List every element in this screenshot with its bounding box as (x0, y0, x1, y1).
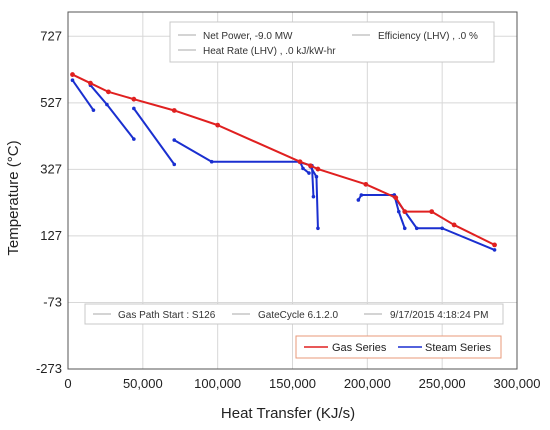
steam-series-point (301, 166, 305, 171)
footer-box-frame (84, 303, 504, 325)
gas-series-point (215, 122, 221, 128)
x-tick-label: 200,000 (344, 376, 391, 391)
steam-series-point (492, 248, 497, 252)
steam-series-point (414, 226, 419, 231)
gas-series-point (492, 242, 497, 248)
heat-rate-text: Heat Rate (LHV) , .0 kJ/kW-hr (203, 46, 336, 57)
steam-series-point (440, 226, 444, 231)
steam-series-point (316, 226, 320, 231)
x-tick-label: 50,000 (123, 376, 163, 391)
y-tick-label: 127 (40, 228, 62, 243)
y-tick-label: -273 (36, 361, 62, 376)
info-box: Net Power, -9.0 MW Efficiency (LHV) , .0… (169, 21, 495, 63)
steam-series-point (314, 174, 319, 179)
footer-box: Gas Path Start : S126 GateCycle 6.1.2.0 … (84, 303, 504, 325)
steam-series-line (71, 79, 95, 111)
gas-series-point (70, 72, 75, 77)
legend: Gas Series Steam Series (295, 335, 502, 359)
legend-gas-label: Gas Series (332, 342, 387, 354)
x-tick-label: 100,000 (194, 376, 241, 391)
timestamp-text: 9/17/2015 4:18:24 PM (390, 310, 488, 321)
gas-series-point (106, 89, 111, 95)
x-tick-label: 0 (64, 376, 71, 391)
steam-series-point (172, 162, 177, 167)
gas-series-point (363, 181, 369, 187)
steam-series-point (402, 226, 407, 231)
steam-series-point (356, 198, 361, 202)
steam-series-point (396, 209, 401, 214)
steam-series-line (393, 196, 495, 251)
tick-labels: 0 50,000 100,000 150,000 200,000 250,000 300,0… (36, 28, 541, 391)
gas-series-point (308, 163, 313, 169)
steam-series-point (91, 108, 96, 112)
y-tick-label: -73 (43, 294, 62, 309)
steam-series-point (172, 138, 177, 142)
steam-series-point (209, 159, 214, 164)
steam-series-point (311, 194, 316, 199)
steam-series-point (359, 193, 364, 197)
steam-series-point (307, 171, 311, 175)
info-box-frame (169, 21, 495, 63)
gas-series-point (393, 195, 399, 201)
steam-series-point (105, 102, 109, 107)
steam-series-point (132, 106, 136, 111)
series-layer (70, 72, 497, 252)
y-tick-label: 727 (40, 28, 62, 43)
gas-series-point (429, 209, 435, 215)
gas-series-point (315, 166, 321, 172)
steam-series-line (133, 107, 176, 165)
y-axis-title: Temperature (°C) (5, 140, 22, 255)
plot-frame (67, 11, 518, 370)
gas-series-point (297, 159, 303, 165)
steam-series-point (132, 137, 136, 141)
x-axis-title: Heat Transfer (KJ/s) (221, 405, 355, 422)
efficiency-text: Efficiency (LHV) , .0 % (378, 31, 478, 42)
version-text: GateCycle 6.1.2.0 (258, 310, 338, 321)
gas-series-point (88, 80, 93, 86)
gas-path-start-text: Gas Path Start : S126 (118, 310, 216, 321)
x-tick-label: 250,000 (419, 376, 466, 391)
steam-series-line (357, 193, 395, 201)
net-power-text: Net Power, -9.0 MW (203, 31, 293, 42)
legend-steam-label: Steam Series (425, 342, 492, 354)
steam-series-point (70, 78, 75, 83)
x-tick-label: 150,000 (269, 376, 316, 391)
gas-series-point (402, 209, 408, 215)
gas-series-point (131, 96, 137, 102)
x-tick-label: 300,000 (494, 376, 541, 391)
y-tick-label: 527 (40, 95, 62, 110)
gas-series-point (451, 222, 457, 228)
gas-series-point (171, 108, 177, 113)
y-tick-label: 327 (40, 161, 62, 176)
